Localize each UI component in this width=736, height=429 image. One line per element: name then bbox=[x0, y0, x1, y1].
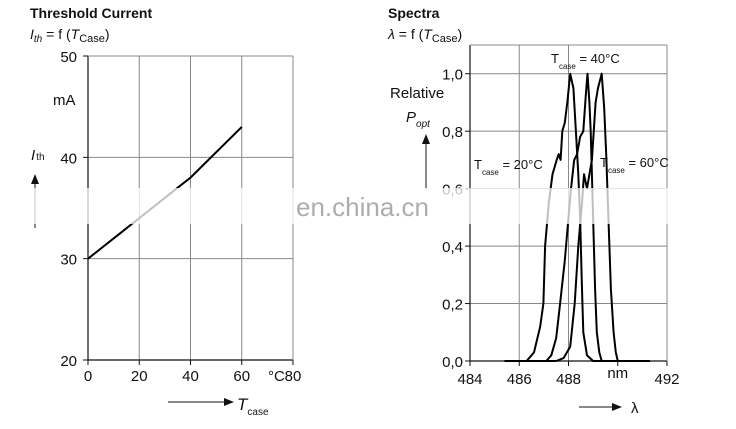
chart-title: Spectra bbox=[388, 5, 440, 21]
spectrum-line-60c bbox=[504, 72, 650, 362]
y-tick-label: 0,8 bbox=[442, 124, 463, 141]
x-tick-label: 486 bbox=[507, 371, 532, 388]
y-tick-label: 30 bbox=[60, 252, 77, 269]
chart-formula: λ = f (TCase) bbox=[387, 26, 462, 45]
x-axis-label: Tcase bbox=[237, 395, 269, 418]
y-tick-label: 0,0 bbox=[442, 354, 463, 371]
x-tick-label: 80 bbox=[285, 368, 302, 385]
x-tick-label: 488 bbox=[556, 371, 581, 388]
chart-title: Threshold Current bbox=[30, 5, 152, 21]
tick-labels: 0 20 40 60 80 20 30 40 50 bbox=[60, 49, 301, 385]
y-axis-arrow-icon bbox=[422, 134, 430, 190]
annotation-20c: Tcase = 20°C bbox=[474, 157, 543, 177]
x-tick-label: 20 bbox=[131, 368, 148, 385]
y-axis-label: Popt bbox=[406, 109, 431, 130]
svg-text:en.china.cn: en.china.cn bbox=[296, 192, 429, 222]
x-tick-label: 492 bbox=[654, 371, 679, 388]
x-unit: °C bbox=[268, 368, 285, 385]
annotation-40c: Tcase = 40°C bbox=[551, 51, 620, 71]
x-tick-label: 0 bbox=[84, 368, 92, 385]
y-tick-label: 0,4 bbox=[442, 239, 463, 256]
annotation-60c: Tcase = 60°C bbox=[600, 155, 669, 175]
y-tick-label: 1,0 bbox=[442, 67, 463, 84]
spectrum-line-40c bbox=[504, 72, 650, 362]
spectrum-line-20c bbox=[504, 72, 650, 362]
x-tick-label: 484 bbox=[457, 371, 482, 388]
x-axis-label: λ bbox=[631, 400, 639, 417]
x-axis-arrow-icon bbox=[579, 403, 622, 411]
y-axis-label-line1: Relative bbox=[390, 85, 444, 102]
y-unit: mA bbox=[53, 92, 76, 109]
x-tick-label: 40 bbox=[182, 368, 199, 385]
x-tick-label: 60 bbox=[233, 368, 250, 385]
spectra-chart: Spectra λ = f (TCase) 484 486 488 nm 492 0,0 0… bbox=[387, 5, 680, 417]
chart-formula: Ith = f (TCase) bbox=[30, 26, 110, 45]
series bbox=[504, 72, 650, 362]
watermark: en.china.cn bbox=[0, 188, 736, 224]
y-tick-label: 0,2 bbox=[442, 297, 463, 314]
y-axis-label: Ith bbox=[31, 147, 45, 164]
threshold-current-line bbox=[87, 126, 243, 260]
x-tick-label: nm bbox=[607, 365, 628, 382]
x-axis-arrow-icon bbox=[168, 398, 234, 406]
y-tick-label: 40 bbox=[60, 150, 77, 167]
series bbox=[87, 126, 243, 260]
y-tick-label: 50 bbox=[60, 49, 77, 66]
y-tick-label: 20 bbox=[60, 353, 77, 370]
